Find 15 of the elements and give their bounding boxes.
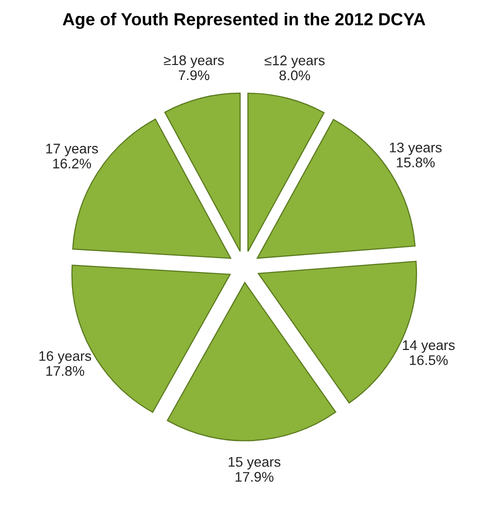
data-label: 15.8% xyxy=(396,158,435,168)
slice-label: 17 years xyxy=(46,144,98,156)
slice-label: 13 years xyxy=(390,142,442,156)
data-label: 16.2% xyxy=(53,158,92,168)
chart-title: Age of Youth Represented in the 2012 DCYA xyxy=(62,12,426,29)
slice-label: ≥18 years xyxy=(164,55,224,68)
data-label: 17.9% xyxy=(236,472,274,482)
data-label: 7.9% xyxy=(178,70,210,80)
slice-label: 14 years xyxy=(402,340,455,353)
data-label: 8.0% xyxy=(279,70,310,80)
data-label: 16.5% xyxy=(410,355,448,366)
slice-label: ≤12 years xyxy=(264,56,325,68)
slice-label: 15 years xyxy=(228,457,280,470)
slice-label: 16 years xyxy=(39,351,92,364)
data-label: 17.8% xyxy=(46,366,84,376)
